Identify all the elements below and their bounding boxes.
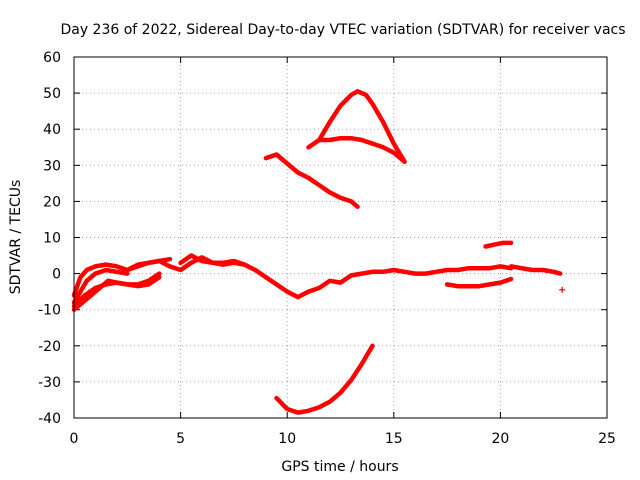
x-tick-label: 25 (598, 431, 616, 447)
series-peak-top (306, 89, 407, 164)
plus-marker (559, 286, 566, 293)
x-tick-label: 0 (70, 431, 79, 447)
y-tick-label: 10 (43, 231, 61, 247)
series-end-segment (508, 264, 563, 276)
series-short-top-right (483, 240, 514, 249)
y-tick-labels: -40 -30 -20 -10 0 10 20 30 40 50 60 (38, 50, 61, 427)
series-falling-upper (263, 152, 360, 210)
y-tick-label: -10 (38, 303, 61, 319)
series-band-mid (71, 267, 130, 305)
y-tick-label: 40 (43, 122, 61, 138)
y-tick-label: 60 (43, 50, 61, 66)
x-tick-label: 10 (278, 431, 296, 447)
series-bottom-curve (274, 343, 375, 415)
y-tick-label: -30 (38, 375, 61, 391)
y-axis-label: SDTVAR / TECUs (8, 180, 24, 295)
axis-ticks (73, 56, 608, 419)
series-lower-tail (71, 274, 162, 309)
plot-frame (73, 56, 608, 419)
plot-series (71, 89, 566, 415)
grid-lines (74, 57, 607, 418)
y-tick-label: -40 (38, 411, 61, 427)
x-tick-label: 5 (176, 431, 185, 447)
y-tick-label: -20 (38, 339, 61, 355)
y-tick-label: 30 (43, 158, 61, 174)
series-peak-bottom (316, 135, 407, 164)
y-tick-label: 20 (43, 194, 61, 210)
x-tick-labels: 0 5 10 15 20 25 (70, 431, 616, 447)
series-bump-6 (178, 253, 247, 267)
chart-title: Day 236 of 2022, Sidereal Day-to-day VTE… (60, 22, 625, 38)
x-tick-label: 20 (491, 431, 509, 447)
x-axis-label: GPS time / hours (281, 459, 398, 475)
series-main (125, 255, 514, 300)
x-tick-label: 15 (385, 431, 403, 447)
series-lower-right (444, 276, 514, 289)
y-tick-label: 0 (52, 267, 61, 283)
y-tick-label: 50 (43, 86, 61, 102)
